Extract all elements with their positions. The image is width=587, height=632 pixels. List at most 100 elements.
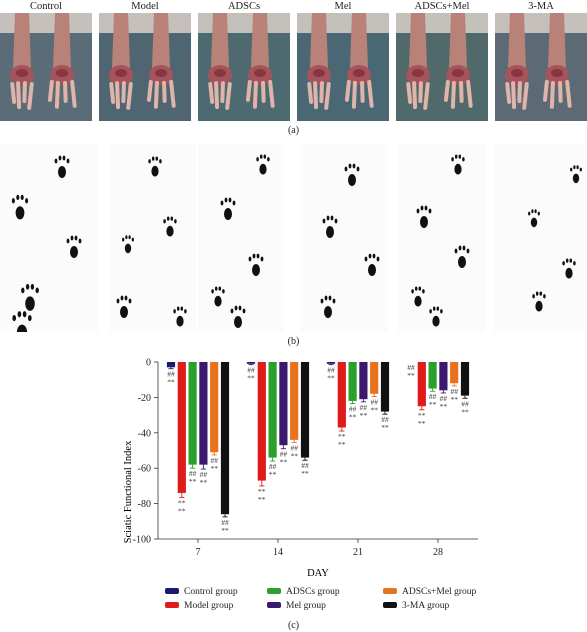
significance-stars: ** — [450, 395, 458, 404]
paw-photo-image — [0, 13, 92, 121]
bar — [450, 362, 459, 384]
legend-swatch-model — [165, 601, 179, 608]
paw-photo-image — [297, 13, 389, 121]
significance-hash: ** — [258, 487, 266, 496]
paw-photo-image — [198, 13, 290, 121]
footprint-strip-6 — [494, 144, 584, 332]
legend-item-adscs: ADSCs group — [267, 586, 340, 598]
bar — [300, 362, 310, 458]
significance-stars: ** — [461, 407, 469, 416]
paw-photo-image — [396, 13, 488, 121]
legend-item-adscs-mel: ADSCs+Mel group — [383, 586, 476, 598]
significance-stars: ** — [370, 406, 378, 415]
significance-hash: ## — [440, 394, 448, 403]
legend-swatch-adscs — [267, 587, 281, 594]
panel-c-caption: (c) — [287, 620, 300, 631]
bar — [439, 362, 448, 391]
footprint-strip-4 — [300, 144, 388, 332]
x-tick-label: 14 — [273, 547, 283, 558]
footprint-strip-2 — [110, 144, 196, 332]
legend-item-mel: Mel group — [267, 600, 326, 612]
legend-swatch-control — [165, 587, 179, 594]
panel-a-caption: (a) — [287, 125, 300, 136]
significance-stars: ** — [221, 526, 229, 535]
significance-stars: ** — [178, 506, 186, 515]
significance-stars: ** — [200, 478, 208, 487]
photo-label-mel: Mel — [334, 1, 352, 12]
photo-label-adscs: ADSCs — [227, 1, 261, 12]
bar — [177, 362, 186, 493]
bar — [257, 362, 266, 481]
y-tick-label: -100 — [133, 535, 151, 546]
bar — [348, 362, 357, 401]
y-tick-label: -60 — [138, 464, 151, 475]
footprint-image — [198, 144, 284, 332]
paw-photo-3ma — [495, 13, 587, 121]
significance-stars: ** — [338, 440, 346, 449]
bar — [220, 362, 230, 515]
significance-stars: ** — [429, 400, 437, 409]
paw-photo-mel — [297, 13, 389, 121]
significance-hash: ** — [338, 432, 346, 441]
bar — [246, 362, 256, 364]
bar — [166, 362, 176, 368]
significance-stars: ** — [210, 464, 218, 473]
bar — [460, 362, 470, 396]
legend-item-model: Model group — [165, 600, 233, 612]
significance-stars: ** — [381, 423, 389, 432]
footprint-image — [398, 144, 486, 332]
significance-hash: ## — [349, 405, 357, 414]
y-tick-label: -40 — [138, 428, 151, 439]
x-tick-label: 28 — [433, 547, 443, 558]
footprint-image — [110, 144, 196, 332]
sfi-bar-chart: Sciatic Functional Index DAY 0 -20 -40 -60 -… — [0, 352, 587, 617]
paw-photo-image — [495, 13, 587, 121]
sfi-chart-svg: Sciatic Functional Index DAY 0 -20 -40 -60 -… — [123, 358, 478, 579]
significance-stars: ** — [418, 419, 426, 428]
significance-hash: ## — [327, 366, 335, 375]
bar — [279, 362, 288, 446]
paw-photo-image — [99, 13, 191, 121]
x-tick-label: 7 — [196, 547, 201, 558]
footprint-row — [0, 144, 587, 332]
legend-swatch-adscs-mel — [383, 587, 397, 594]
bar — [337, 362, 346, 428]
legend-label-mel: Mel group — [286, 601, 326, 611]
bar — [290, 362, 299, 440]
photo-labels: Control Model ADSCs Mel ADSCs+Mel 3-MA — [0, 0, 587, 14]
significance-hash: ## — [381, 415, 389, 424]
significance-hash: ## — [210, 456, 218, 465]
bar — [417, 362, 426, 407]
y-tick-label: -20 — [138, 393, 151, 404]
legend-label-3ma: 3-MA group — [402, 601, 450, 611]
legend-label-model: Model group — [184, 601, 234, 611]
significance-hash: ## — [269, 462, 277, 471]
significance-hash: ## — [221, 518, 229, 527]
significance-stars: ** — [280, 458, 288, 467]
significance-hash: ## — [247, 366, 255, 375]
significance-stars: ** — [360, 411, 368, 420]
chart-legend: Control group ADSCs group ADSCs+Mel grou… — [165, 586, 505, 614]
legend-label-adscs: ADSCs group — [286, 587, 340, 597]
photo-label-3ma: 3-MA — [528, 1, 554, 12]
significance-stars: ** — [258, 495, 266, 504]
significance-hash: ## — [429, 392, 437, 401]
significance-hash: ## — [407, 363, 415, 372]
legend-label-adscs-mel: ADSCs+Mel group — [402, 587, 477, 597]
legend-item-control: Control group — [165, 586, 238, 598]
significance-stars: ** — [440, 402, 448, 411]
legend-swatch-mel — [267, 601, 281, 608]
significance-stars: ** — [301, 469, 309, 478]
significance-stars: ** — [189, 477, 197, 486]
bar — [380, 362, 390, 412]
x-axis-label: DAY — [307, 568, 329, 579]
significance-hash: ## — [461, 399, 469, 408]
significance-hash: ## — [360, 403, 368, 412]
significance-hash: ## — [301, 461, 309, 470]
footprint-strip-5 — [398, 144, 486, 332]
significance-stars: ** — [290, 452, 298, 461]
bar — [268, 362, 277, 458]
y-tick-label: 0 — [146, 358, 151, 369]
x-tick-label: 21 — [353, 547, 363, 558]
bar — [188, 362, 197, 465]
